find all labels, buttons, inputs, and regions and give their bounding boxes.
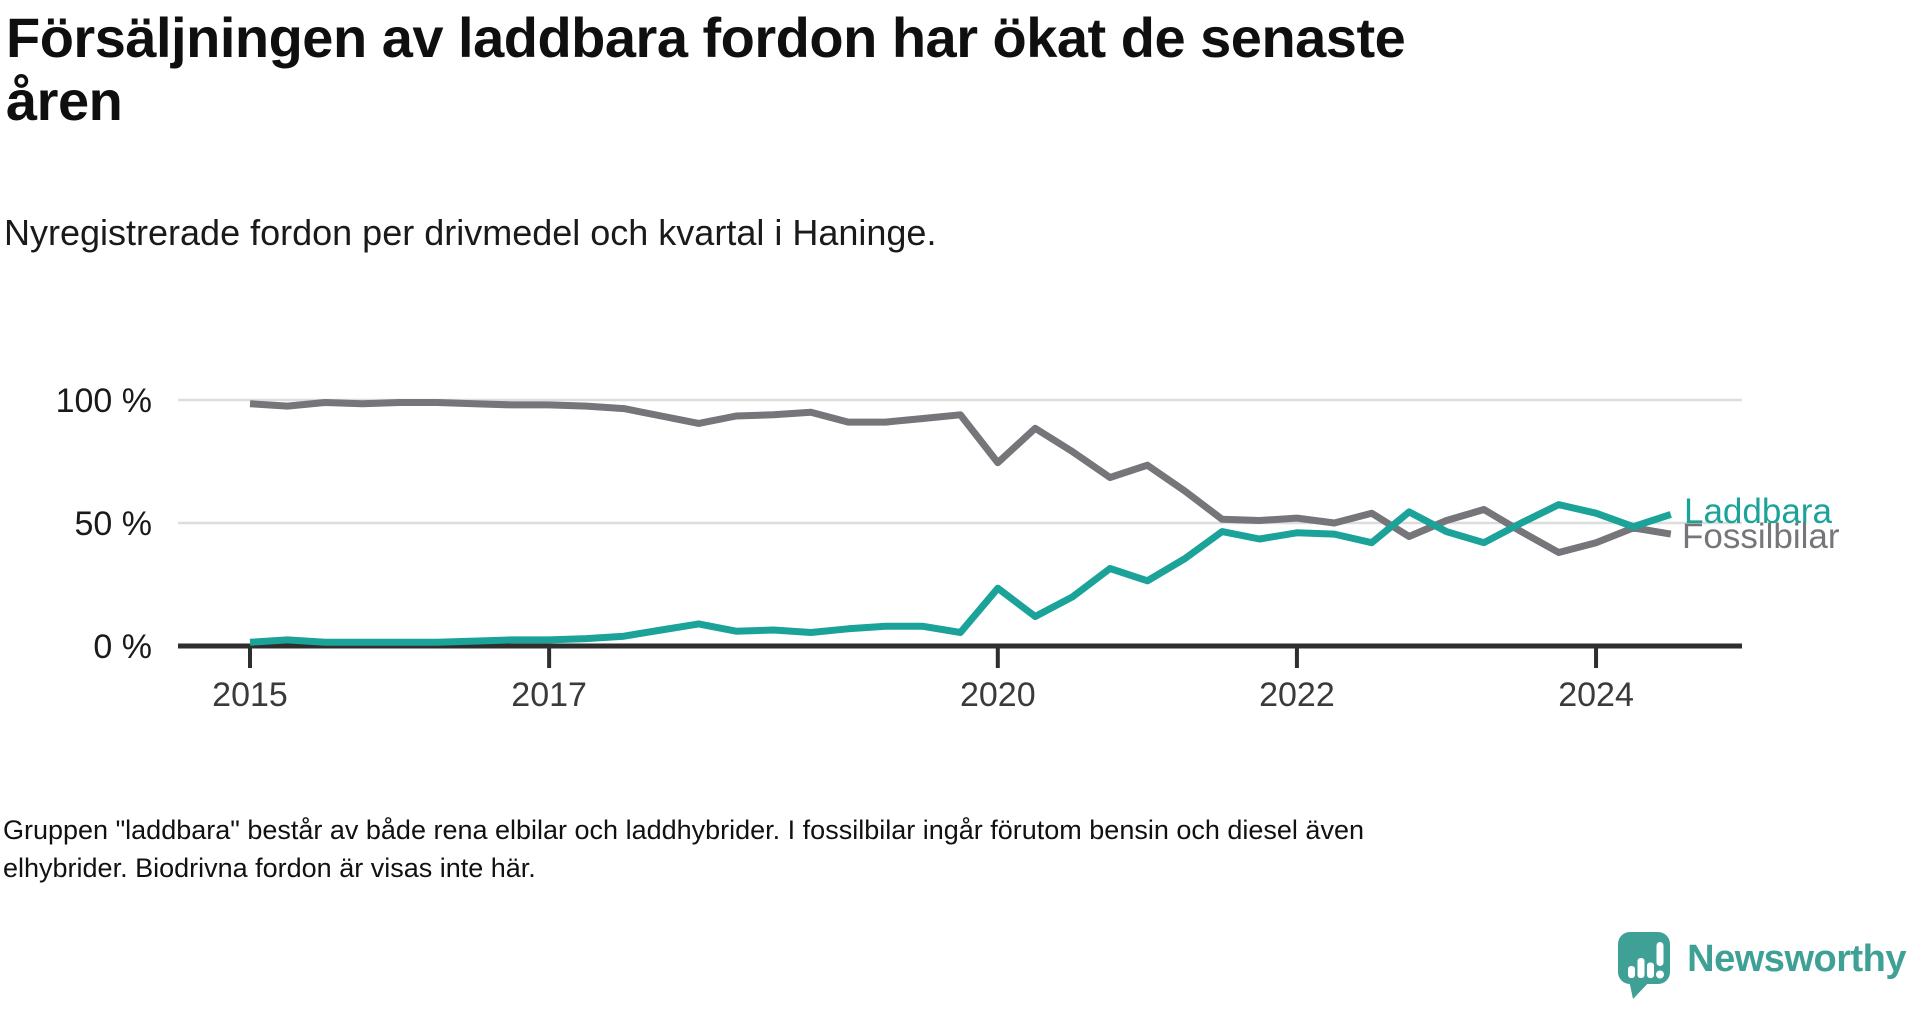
x-tick-label-2022: 2022 [1259,676,1335,714]
y-tick-label-100: 100 % [56,382,152,420]
x-tick-label-2015: 2015 [212,676,288,714]
newsworthy-speech-bubble-chart-icon [1618,932,1671,999]
page-title: Försäljningen av laddbara fordon har öka… [6,6,1896,133]
page-title-line1: Försäljningen av laddbara fordon har öka… [6,6,1406,69]
x-tick-label-2020: 2020 [960,676,1036,714]
series-label-fossilbilar: Fossilbilar [1682,517,1840,556]
y-tick-label-0: 0 % [93,628,152,666]
footnote-line2: elhybrider. Biodrivna fordon är visas in… [3,852,536,883]
footnote-line1: Gruppen "laddbara" består av både rena e… [3,815,1364,845]
x-tick-label-2017: 2017 [511,676,587,714]
x-tick-label-2024: 2024 [1558,676,1634,714]
series-line-laddbara [249,501,1672,646]
page-title-line2: åren [6,69,123,133]
brand-name: Newsworthy [1687,937,1906,980]
chart-subtitle: Nyregistrerade fordon per drivmedel och … [4,212,937,253]
footnote: Gruppen "laddbara" består av både rena e… [3,812,1903,888]
series-label-laddbara: Laddbara [1684,492,1832,531]
brand-logo: Newsworthy [1615,930,1906,1000]
y-tick-label-50: 50 % [75,505,153,543]
series-line-fossilbilar [249,399,1672,556]
